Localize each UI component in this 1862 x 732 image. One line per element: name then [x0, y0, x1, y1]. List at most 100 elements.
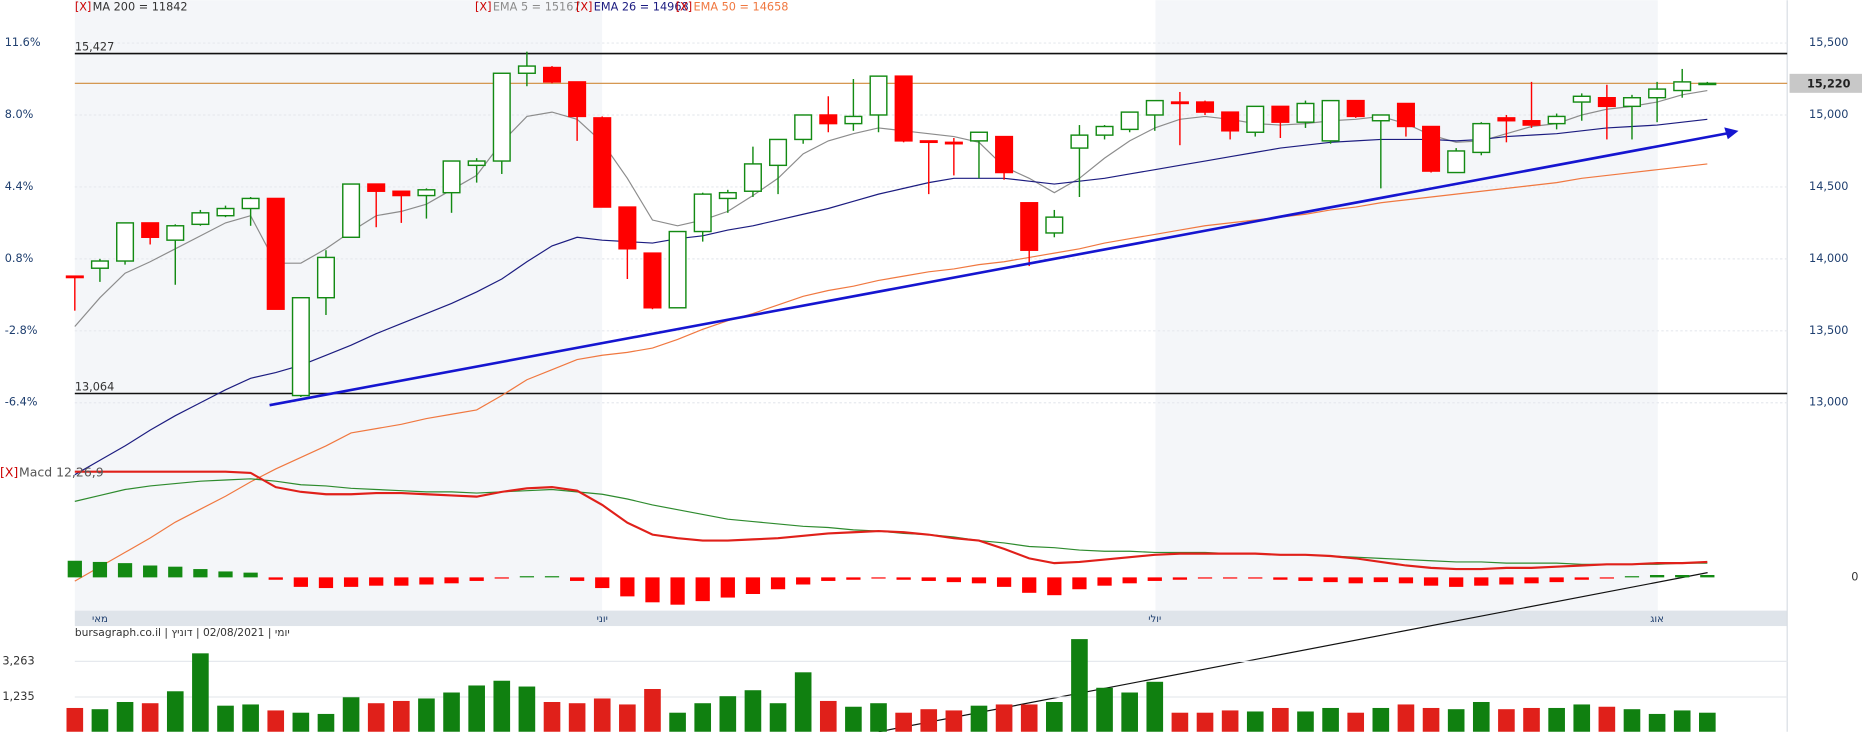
y-tick-label: 1,235 [2, 690, 34, 703]
legend-marker: [X] [576, 0, 593, 13]
volume-bar [719, 696, 737, 732]
y-tick-label: 0 [1851, 570, 1858, 583]
candle-body [1271, 105, 1290, 123]
volume-bar [920, 709, 938, 732]
volume-bar [418, 698, 435, 732]
volume-bar [493, 680, 511, 732]
volume-bar [619, 704, 636, 732]
histogram-bar [1147, 577, 1162, 581]
volume-bar [468, 685, 485, 732]
volume-bar [1171, 712, 1189, 732]
volume-bar [317, 713, 335, 732]
histogram-bar [1047, 577, 1062, 596]
macd-line [74, 470, 1708, 571]
volume-bar [669, 712, 686, 732]
candle-body [90, 260, 109, 269]
candle-body [116, 222, 135, 262]
volume-bar [1699, 712, 1716, 732]
histogram-bar [369, 577, 384, 586]
macd-title: Macd 12,26,9 [19, 464, 104, 479]
candle-body [944, 141, 963, 145]
arrow-head [1724, 127, 1739, 140]
candle-body [542, 66, 562, 83]
candle-body [919, 140, 938, 144]
histogram-bar [720, 577, 735, 598]
volume-bar [1046, 701, 1063, 732]
candle-body [1522, 120, 1541, 126]
candle-body [467, 160, 486, 167]
volume-bar [518, 686, 536, 732]
histogram-bar [218, 571, 233, 578]
histogram-bar [1373, 577, 1388, 583]
candle-body [316, 256, 335, 299]
legend-marker: [X] [475, 0, 492, 13]
candle-body [1447, 150, 1466, 174]
volume-bar [845, 706, 862, 732]
legend-marker: [X] [75, 0, 92, 13]
candle-body [593, 117, 612, 208]
volume-bar [819, 700, 837, 732]
level-label: 15,427 [75, 41, 114, 54]
candle-body [743, 163, 762, 192]
candle-body [417, 189, 436, 197]
volume-bar [367, 703, 385, 732]
x-tick-label: יוני [597, 614, 608, 625]
volume-bar [970, 705, 988, 732]
histogram-bar [394, 577, 409, 586]
histogram-bar [1599, 577, 1614, 579]
y2-tick-label: 11.6% [5, 36, 41, 49]
histogram-bar [595, 577, 610, 589]
histogram-bar [293, 577, 308, 587]
histogram-bar [1223, 577, 1238, 579]
histogram-bar [268, 577, 283, 580]
histogram-bar [1700, 575, 1715, 578]
histogram-bar [1323, 577, 1338, 583]
histogram-bar [770, 577, 786, 590]
trend-line [269, 131, 1729, 407]
histogram-bar [846, 577, 861, 580]
candle-body [1070, 134, 1089, 149]
y-tick-label: 14,000 [1809, 252, 1848, 265]
volume-bar [1523, 707, 1540, 732]
candle-body [492, 72, 511, 162]
candle-body [1095, 125, 1114, 136]
volume-bar [1498, 709, 1515, 732]
candle-body [1547, 115, 1566, 125]
histogram-bar [193, 569, 208, 578]
volume-bar [870, 703, 887, 732]
histogram-bar [1072, 577, 1087, 590]
candle-body [266, 197, 285, 310]
candle-body [1020, 202, 1039, 251]
candle-body [191, 212, 210, 226]
candle-body [643, 252, 662, 309]
candle-body [1170, 101, 1189, 105]
candle-body [969, 131, 989, 142]
histogram-bar [1298, 577, 1313, 581]
volume-bar [141, 703, 159, 732]
candle-body [1246, 105, 1265, 133]
x-axis-band [74, 610, 1788, 627]
histogram-bar [519, 576, 535, 578]
legend-label: EMA 5 = 15167 [493, 0, 581, 13]
histogram-bar [1574, 577, 1589, 580]
candle-body [1371, 114, 1390, 122]
volume-bar [995, 704, 1013, 732]
histogram-bar [971, 577, 987, 584]
histogram-bar [1172, 577, 1188, 580]
histogram-bar [143, 565, 158, 578]
candle-body [392, 190, 411, 197]
candle-body [693, 193, 712, 233]
histogram-bar [1474, 577, 1489, 586]
info-label: יומי | 02/08/2021 | דוניץ | bursagraph.c… [75, 626, 290, 639]
histogram-bar [469, 577, 484, 581]
legend-label: MA 200 = 11842 [93, 0, 188, 13]
candle-body [1195, 101, 1215, 113]
volume-bar [593, 698, 611, 732]
histogram-bar [1549, 577, 1564, 583]
candle-body [1422, 125, 1441, 172]
volume-bar [242, 704, 259, 732]
volume-bar [1548, 707, 1565, 732]
volume-bar [1648, 713, 1666, 732]
